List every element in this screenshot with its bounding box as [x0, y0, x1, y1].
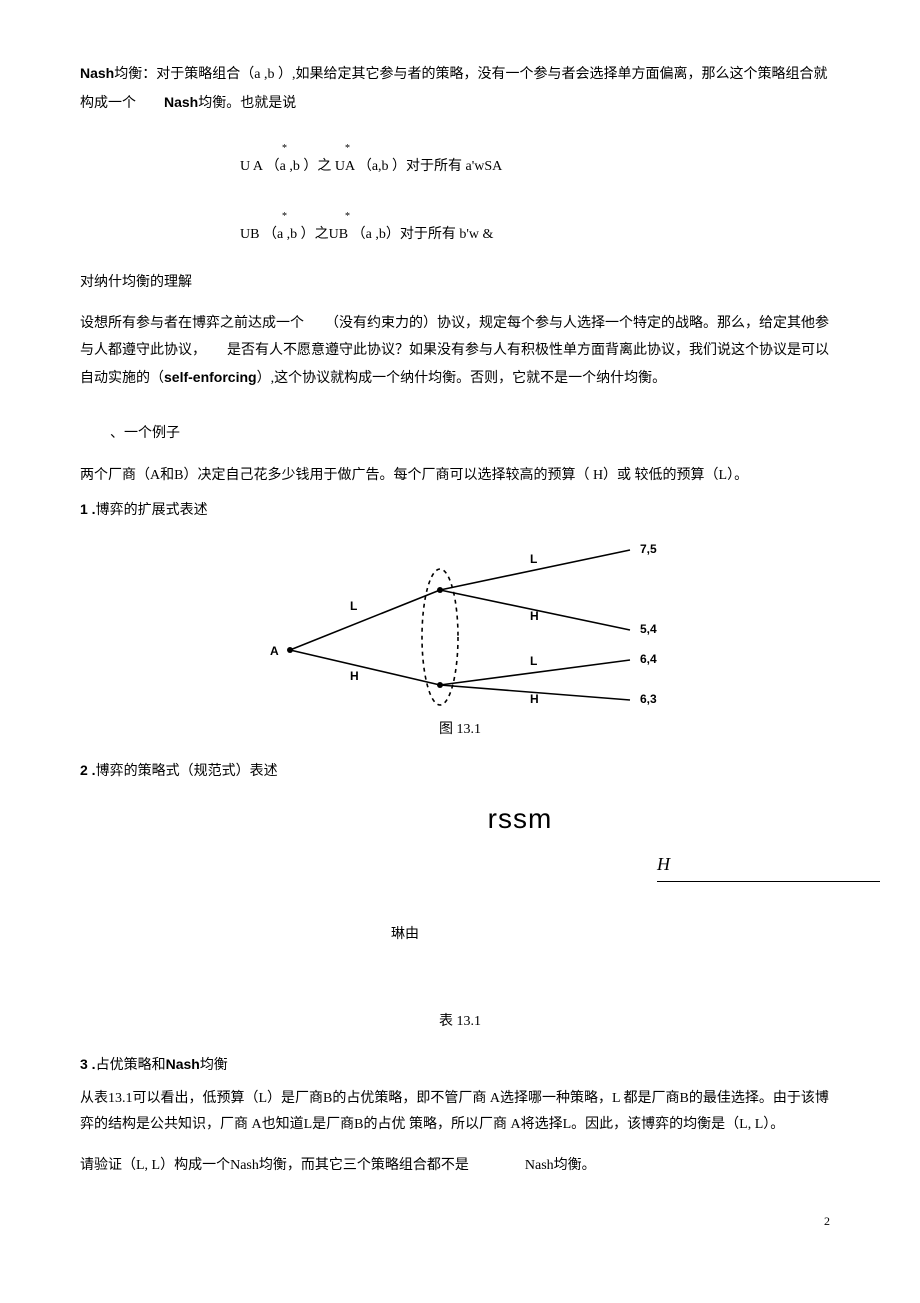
svg-text:H: H: [530, 692, 539, 706]
figure-caption: 图 13.1: [80, 717, 840, 744]
mid-label: 琳由: [0, 922, 840, 949]
table-caption: 表 13.1: [80, 1009, 840, 1036]
formula-1: * * U A （a ,b ）之 UA （a,b ）对于所有 a'wSA: [240, 135, 840, 181]
example-intro: 两个厂商（A和B）决定自己花多少钱用于做广告。每个厂商可以选择较高的预算（ H）…: [80, 463, 840, 490]
svg-text:6,4: 6,4: [640, 652, 657, 666]
example-heading: 、一个例子: [110, 421, 840, 448]
svg-text:7,5: 7,5: [640, 542, 657, 556]
italic-h-row: H: [80, 847, 880, 882]
dominant-strategy-para: 从表13.1可以看出，低预算（L）是厂商B的占优策略，即不管厂商 A选择哪一种策…: [80, 1086, 840, 1139]
svg-text:6,3: 6,3: [640, 692, 657, 706]
subheading-2: 2 .博弈的策略式（规范式）表述: [80, 757, 840, 786]
strategy-pair: a ,b: [254, 67, 278, 82]
subheading-3: 3 .占优策略和Nash均衡: [80, 1051, 840, 1080]
game-tree-figure: A L H L H L H 7,5 5,4 6,4 6,3: [80, 535, 840, 715]
svg-text:5,4: 5,4: [640, 622, 657, 636]
svg-text:L: L: [530, 552, 537, 566]
page-number: 2: [80, 1210, 840, 1233]
verify-para: 请验证（L, L）构成一个Nash均衡，而其它三个策略组合都不是 Nash均衡。: [80, 1153, 840, 1180]
formula-2: * * UB （a ,b ）之UB （a ,b）对于所有 b'w &: [240, 203, 840, 249]
svg-text:H: H: [530, 609, 539, 623]
understanding-para: 设想所有参与者在博弈之前达成一个 （没有约束力的）协议，规定每个参与人选择一个特…: [80, 311, 840, 393]
nash-definition: Nash均衡：对于策略组合（a ,b ）,如果给定其它参与者的策略，没有一个参与…: [80, 60, 840, 117]
formula-block: * * U A （a ,b ）之 UA （a,b ）对于所有 a'wSA * *…: [80, 135, 840, 248]
rssm-label: rssm: [200, 792, 840, 845]
subheading-1: 1 .博弈的扩展式表述: [80, 496, 840, 525]
understanding-heading: 对纳什均衡的理解: [80, 270, 840, 297]
svg-text:L: L: [530, 654, 537, 668]
svg-text:L: L: [350, 599, 357, 613]
node-a-label: A: [270, 644, 279, 658]
nash-label: Nash: [80, 65, 114, 81]
svg-text:H: H: [350, 669, 359, 683]
